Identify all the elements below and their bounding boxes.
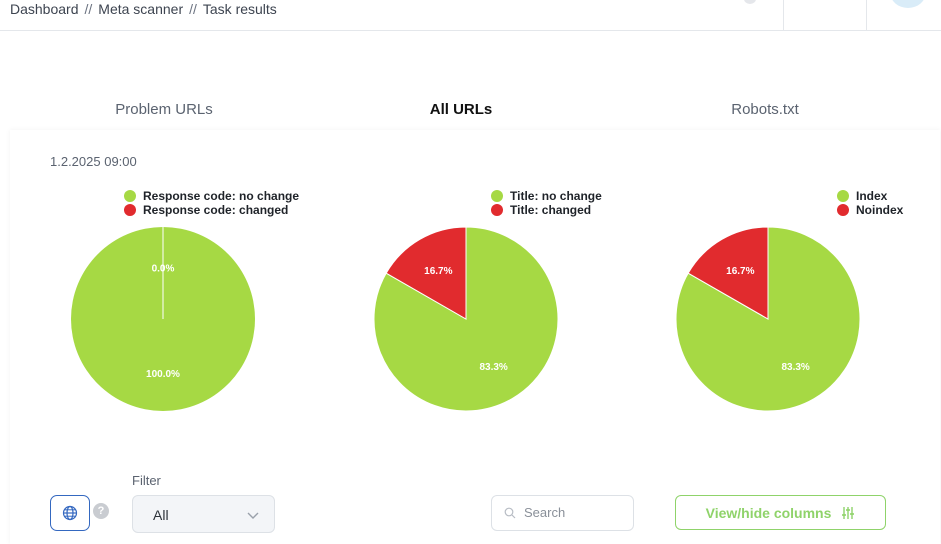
pie-slice-red[interactable] bbox=[385, 226, 467, 320]
search-box[interactable] bbox=[491, 495, 634, 531]
breadcrumb-separator: // bbox=[189, 1, 197, 17]
legend-label: Title: no change bbox=[510, 189, 602, 203]
legend-item[interactable]: Title: no change bbox=[491, 189, 602, 203]
top-bar: Dashboard // Meta scanner // Task results bbox=[0, 0, 941, 31]
language-button[interactable] bbox=[50, 495, 90, 531]
filter-label: Filter bbox=[132, 473, 161, 488]
breadcrumb: Dashboard // Meta scanner // Task results bbox=[10, 1, 277, 17]
topbar-divider bbox=[866, 0, 867, 30]
tab-robots-txt[interactable]: Robots.txt bbox=[731, 101, 799, 118]
tab-bar: Problem URLs All URLs Robots.txt bbox=[0, 101, 941, 123]
scan-datetime: 1.2.2025 09:00 bbox=[50, 154, 137, 169]
breadcrumb-meta-scanner[interactable]: Meta scanner bbox=[98, 1, 184, 17]
pie-slice-green[interactable] bbox=[675, 226, 861, 412]
pie-chart: 100.0% 0.0% bbox=[71, 227, 255, 411]
breadcrumb-dashboard[interactable]: Dashboard bbox=[10, 1, 79, 17]
legend-item[interactable]: Index bbox=[837, 189, 903, 203]
tab-problem-urls[interactable]: Problem URLs bbox=[115, 101, 213, 118]
pie-data-label: 16.7% bbox=[424, 266, 452, 277]
view-hide-columns-button[interactable]: View/hide columns bbox=[675, 495, 886, 530]
legend-swatch-green bbox=[837, 190, 849, 202]
legend-label: Response code: changed bbox=[143, 203, 289, 217]
legend-swatch-red bbox=[491, 204, 503, 216]
legend-swatch-green bbox=[491, 190, 503, 202]
legend-item[interactable]: Title: changed bbox=[491, 203, 602, 217]
breadcrumb-task-results: Task results bbox=[202, 1, 277, 17]
tab-all-urls[interactable]: All URLs bbox=[429, 101, 493, 118]
pie-chart: 83.3% 16.7% bbox=[373, 226, 559, 412]
pie-slice-green[interactable] bbox=[373, 226, 559, 412]
breadcrumb-separator: // bbox=[84, 1, 93, 17]
legend-label: Noindex bbox=[856, 203, 904, 217]
pie-slice-red[interactable] bbox=[687, 226, 769, 320]
legend-swatch-red bbox=[124, 204, 136, 216]
legend-label: Index bbox=[856, 189, 888, 203]
pie-data-label: 100.0% bbox=[146, 369, 180, 380]
pie-data-label: 0.0% bbox=[152, 263, 175, 274]
pie-chart: 83.3% 16.7% bbox=[675, 226, 861, 412]
pie-data-label: 16.7% bbox=[726, 266, 754, 277]
help-icon[interactable]: ? bbox=[93, 503, 109, 519]
legend-item[interactable]: Response code: no change bbox=[124, 189, 299, 203]
view-hide-columns-label: View/hide columns bbox=[705, 504, 832, 521]
legend-swatch-green bbox=[124, 190, 136, 202]
notification-icon[interactable] bbox=[744, 0, 756, 4]
globe-icon bbox=[62, 505, 78, 521]
filter-select[interactable]: All bbox=[132, 495, 275, 533]
legend-label: Response code: no change bbox=[143, 189, 300, 203]
chevron-down-icon bbox=[247, 512, 259, 519]
legend-item[interactable]: Noindex bbox=[837, 203, 903, 217]
avatar[interactable] bbox=[890, 0, 926, 8]
legend-swatch-red bbox=[837, 204, 849, 216]
legend-label: Title: changed bbox=[510, 203, 592, 217]
pie-data-label: 83.3% bbox=[781, 362, 809, 373]
sliders-icon bbox=[841, 506, 855, 520]
search-icon bbox=[504, 507, 516, 519]
pie-data-label: 83.3% bbox=[479, 362, 507, 373]
topbar-divider bbox=[783, 0, 784, 30]
legend-item[interactable]: Response code: changed bbox=[124, 203, 299, 217]
filter-value: All bbox=[153, 507, 169, 523]
search-input[interactable] bbox=[522, 504, 631, 521]
